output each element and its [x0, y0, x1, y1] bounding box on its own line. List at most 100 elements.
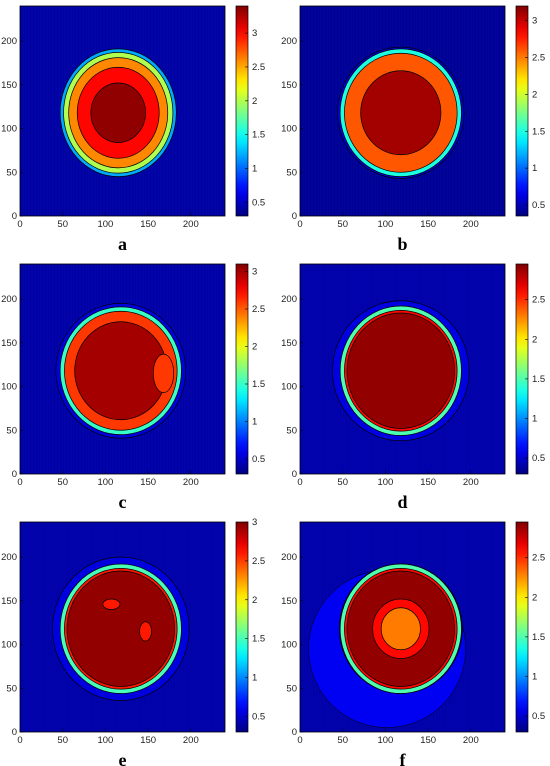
colorbar — [515, 5, 529, 217]
y-tick-label: 200 — [1, 552, 17, 563]
panel-d: 0 50 100 150 200 0 50 100 150 200 0.5 1 1.5 2 2.5 d — [281, 263, 545, 512]
colorbar-tick-label: 2.5 — [532, 295, 545, 306]
colorbar-tick-label: 2 — [532, 334, 537, 345]
panel-label: b — [397, 234, 407, 254]
x-tick-label: 150 — [140, 477, 156, 488]
plot-area-b — [300, 6, 505, 216]
x-tick-label: 0 — [17, 735, 22, 746]
x-tick-label: 100 — [97, 735, 113, 746]
colorbar-tick-label: 3 — [252, 267, 257, 278]
x-tick-label: 150 — [420, 477, 436, 488]
colorbar-tick-label: 1 — [532, 163, 537, 174]
colorbar-tick-label: 1.5 — [252, 379, 265, 390]
contour-feature — [102, 598, 121, 610]
y-tick-label: 200 — [281, 294, 297, 305]
y-tick-label: 0 — [12, 727, 17, 738]
colorbar-tick-label: 1.5 — [532, 374, 545, 385]
colorbar-tick-label: 1.5 — [532, 632, 545, 643]
colorbar — [235, 263, 249, 475]
x-tick-label: 50 — [57, 219, 68, 230]
contour-level — [360, 70, 442, 156]
x-tick-label: 200 — [183, 735, 199, 746]
axes-frame — [19, 521, 226, 733]
colorbar-tick-label: 2.5 — [532, 53, 545, 64]
contour-level — [66, 570, 175, 687]
y-tick-label: 100 — [281, 124, 297, 135]
colorbar — [235, 5, 249, 217]
axes-frame — [19, 263, 226, 475]
y-tick-label: 0 — [292, 727, 297, 738]
y-tick-label: 100 — [281, 382, 297, 393]
y-tick-label: 0 — [12, 469, 17, 480]
y-tick-label: 150 — [281, 596, 297, 607]
y-tick-label: 100 — [281, 640, 297, 651]
x-tick-label: 100 — [377, 477, 393, 488]
y-tick-label: 0 — [292, 211, 297, 222]
panel-f: 0 50 100 150 200 0 50 100 150 200 0.5 1 1.5 2 2.5 f — [281, 521, 545, 766]
panel-b: 0 50 100 150 200 0 50 100 150 200 0.5 1 1.5 2 2.5 3 b — [281, 5, 545, 254]
contour-level — [346, 312, 455, 429]
x-tick-label: 150 — [420, 735, 436, 746]
x-tick-label: 200 — [183, 477, 199, 488]
y-tick-label: 200 — [1, 36, 17, 47]
colorbar-tick-label: 2 — [252, 342, 257, 353]
panel-label: e — [119, 750, 127, 766]
x-tick-label: 100 — [377, 735, 393, 746]
y-tick-label: 0 — [12, 211, 17, 222]
colorbar-tick-label: 0.5 — [252, 711, 265, 722]
x-tick-label: 200 — [463, 219, 479, 230]
colorbar-tick-label: 0.5 — [532, 711, 545, 722]
panel-label: f — [400, 750, 407, 766]
x-tick-label: 150 — [140, 735, 156, 746]
colorbar-tick-label: 3 — [252, 28, 257, 39]
axes-frame — [19, 5, 226, 217]
colorbar-tick-label: 0.5 — [252, 454, 265, 465]
plot-area-f — [300, 522, 505, 732]
x-tick-label: 0 — [17, 477, 22, 488]
x-tick-label: 200 — [463, 735, 479, 746]
colorbar-tick-label: 2 — [252, 595, 257, 606]
y-tick-label: 50 — [286, 683, 297, 694]
x-tick-label: 100 — [377, 219, 393, 230]
colorbar-tick-label: 2.5 — [252, 556, 265, 567]
y-tick-label: 150 — [1, 80, 17, 91]
x-tick-label: 0 — [297, 219, 302, 230]
colorbar-tick-label: 2 — [252, 96, 257, 107]
colorbar-tick-label: 1.5 — [252, 130, 265, 141]
colorbar-tick-label: 2.5 — [532, 553, 545, 564]
y-tick-label: 150 — [1, 596, 17, 607]
colorbar-tick-label: 2 — [532, 89, 537, 100]
y-tick-label: 50 — [6, 425, 17, 436]
x-tick-label: 50 — [337, 219, 348, 230]
y-tick-label: 100 — [1, 640, 17, 651]
x-tick-label: 150 — [140, 219, 156, 230]
plot-area-e — [20, 522, 225, 732]
y-tick-label: 150 — [1, 338, 17, 349]
colorbar-tick-label: 2.5 — [252, 62, 265, 73]
x-tick-label: 0 — [297, 735, 302, 746]
contour-level — [90, 82, 146, 143]
y-tick-label: 100 — [1, 382, 17, 393]
y-tick-label: 50 — [6, 683, 17, 694]
x-tick-label: 50 — [57, 477, 68, 488]
panel-label: d — [397, 492, 407, 512]
colorbar-tick-label: 1 — [532, 414, 537, 425]
panel-label: a — [118, 234, 127, 254]
colorbar-tick-label: 0.5 — [532, 200, 545, 211]
colorbar-tick-label: 1 — [252, 417, 257, 428]
colorbar-tick-label: 3 — [532, 16, 537, 27]
colorbar-tick-label: 3 — [252, 517, 257, 528]
contour-feature — [139, 621, 152, 642]
x-tick-label: 50 — [337, 477, 348, 488]
x-tick-label: 200 — [183, 219, 199, 230]
panel-e: 0 50 100 150 200 0 50 100 150 200 0.5 1 1.5 2 2.5 3 e — [1, 517, 265, 766]
panel-a: 0 50 100 150 200 0 50 100 150 200 0.5 1 1.5 2 2.5 3 a — [1, 5, 265, 254]
y-tick-label: 100 — [1, 124, 17, 135]
colorbar-tick-label: 0.5 — [532, 453, 545, 464]
colorbar-tick-label: 1.5 — [252, 634, 265, 645]
x-tick-label: 200 — [463, 477, 479, 488]
y-tick-label: 0 — [292, 469, 297, 480]
plot-area-d — [300, 264, 505, 474]
colorbar-tick-label: 1 — [252, 164, 257, 175]
